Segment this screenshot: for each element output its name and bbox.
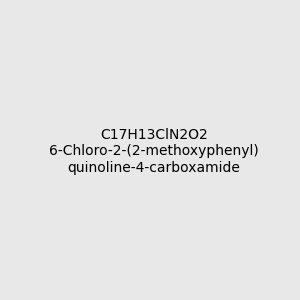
Text: C17H13ClN2O2
6-Chloro-2-(2-methoxyphenyl)
quinoline-4-carboxamide: C17H13ClN2O2 6-Chloro-2-(2-methoxyphenyl… <box>49 128 259 175</box>
